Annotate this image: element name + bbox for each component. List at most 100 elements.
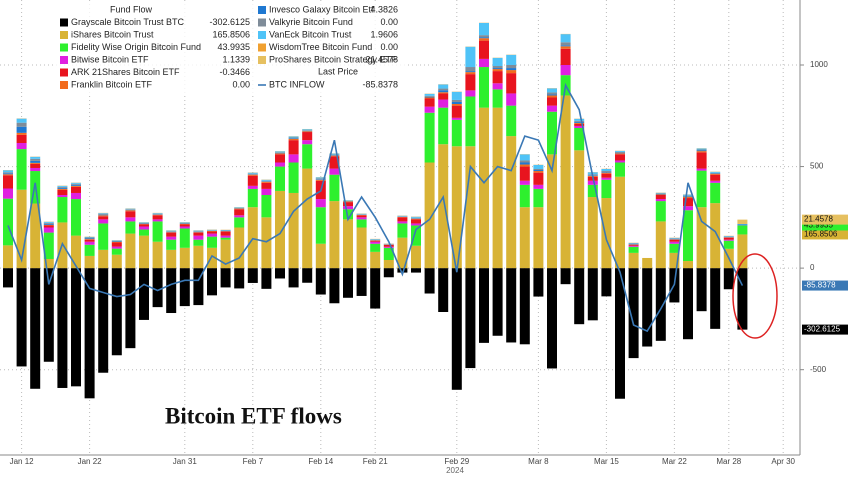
bar-segment: [125, 209, 135, 210]
bar-segment: [561, 45, 571, 46]
bar-segment: [656, 221, 666, 268]
bar-segment: [98, 223, 108, 249]
bar-segment: [533, 185, 543, 189]
bar-segment: [44, 228, 54, 233]
bar-segment: [683, 210, 693, 261]
bar-segment: [479, 41, 489, 59]
bar-segment: [3, 175, 13, 188]
bar-segment: [465, 146, 475, 268]
bar-segment: [30, 159, 40, 161]
bar-segment: [737, 226, 747, 235]
legend-label: Valkyrie Bitcoin Fund: [269, 17, 353, 27]
bar-segment: [193, 231, 203, 232]
bar-segment: [166, 268, 176, 313]
bar-segment: [479, 268, 489, 343]
bar-segment: [370, 252, 380, 268]
annotation: Bitcoin ETF flows: [165, 403, 342, 428]
bar-segment: [493, 83, 503, 89]
bar-segment: [207, 237, 217, 248]
bar-segment: [193, 236, 203, 240]
bar-segment: [724, 238, 734, 240]
bar-segment: [493, 66, 503, 68]
bar-segment: [275, 153, 285, 154]
bar-segment: [275, 268, 285, 278]
bar-segment: [180, 222, 190, 223]
bar-segment: [248, 174, 258, 175]
bar-segment: [275, 167, 285, 191]
bar-segment: [153, 219, 163, 221]
bar-segment: [153, 214, 163, 215]
bar-segment: [574, 119, 584, 121]
bar-segment: [438, 85, 448, 89]
bar-segment: [248, 268, 258, 283]
bar-segment: [561, 95, 571, 268]
bar-segment: [289, 154, 299, 162]
bar-segment: [574, 121, 584, 122]
bar-segment: [234, 228, 244, 269]
legend-label: Fidelity Wise Origin Bitcoin Fund: [71, 42, 201, 52]
bar-segment: [411, 218, 421, 219]
bar-segment: [397, 223, 407, 237]
bar-segment: [180, 223, 190, 224]
bar-segment: [85, 238, 95, 239]
bar-segment: [547, 106, 557, 112]
bar-segment: [465, 268, 475, 368]
bar-segment: [425, 98, 435, 99]
bar-segment: [493, 68, 503, 69]
bar-segment: [438, 100, 448, 108]
bar-segment: [601, 171, 611, 172]
bar-segment: [669, 240, 679, 242]
bar-segment: [533, 189, 543, 207]
bar-segment: [479, 23, 489, 35]
bar-segment: [261, 268, 271, 289]
bar-segment: [57, 188, 67, 189]
legend-value: -85.8378: [362, 79, 398, 89]
bar-segment: [425, 96, 435, 97]
bar-segment: [601, 174, 611, 178]
bar-segment: [98, 214, 108, 215]
legend-value: -302.6125: [209, 17, 250, 27]
bar-segment: [261, 180, 271, 181]
bar-segment: [411, 246, 421, 268]
bar-segment: [533, 173, 543, 185]
bar-segment: [425, 163, 435, 269]
bar-segment: [71, 187, 81, 193]
bar-segment: [85, 237, 95, 238]
bar-segment: [561, 34, 571, 42]
bar-segment: [57, 186, 67, 187]
bar-segment: [85, 239, 95, 240]
legend-value: 1.1339: [222, 54, 250, 64]
bar-segment: [98, 268, 108, 373]
bar-segment: [452, 100, 462, 102]
y-tick-label: 0: [810, 263, 815, 272]
bar-segment: [370, 268, 380, 308]
y-tick-label: -500: [810, 365, 827, 374]
bar-segment: [248, 186, 258, 189]
bar-segment: [397, 221, 407, 223]
bar-segment: [683, 197, 693, 198]
bar-segment: [289, 193, 299, 268]
legend-swatch: [258, 31, 266, 39]
bar-segment: [357, 217, 367, 219]
bar-segment: [370, 244, 380, 252]
bar-segment: [520, 165, 530, 167]
badge-label: 21.4578: [804, 215, 833, 224]
bar-segment: [57, 190, 67, 195]
bar-segment: [289, 138, 299, 139]
legend-value: 0.00: [380, 42, 398, 52]
bar-segment: [17, 135, 27, 143]
x-tick-label: Mar 28: [716, 457, 741, 466]
bar-segment: [193, 246, 203, 268]
bar-segment: [397, 216, 407, 217]
bar-segment: [452, 118, 462, 120]
bar-segment: [261, 189, 271, 195]
bar-segment: [506, 68, 516, 70]
bar-segment: [125, 209, 135, 210]
bar-segment: [724, 268, 734, 289]
bar-segment: [30, 268, 40, 389]
bar-segment: [737, 224, 747, 225]
bar-segment: [329, 201, 339, 268]
bar-segment: [574, 268, 584, 324]
bar-segment: [465, 67, 475, 71]
bar-segment: [452, 120, 462, 146]
